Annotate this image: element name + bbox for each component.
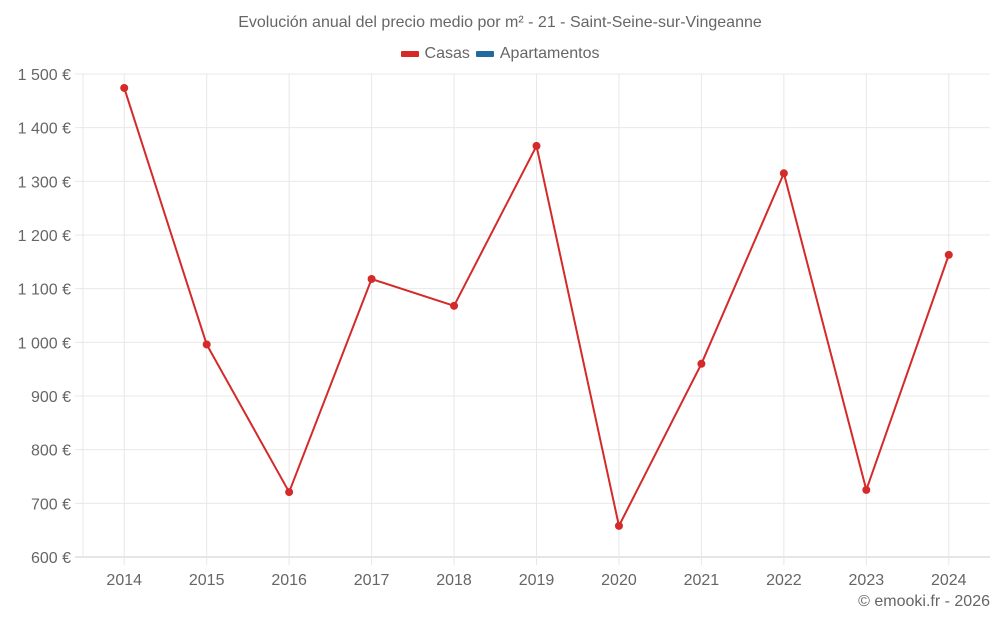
y-tick-label: 1 200 €: [18, 228, 71, 245]
x-tick-label: 2015: [189, 572, 225, 589]
credit-text: © emooki.fr - 2026: [858, 593, 990, 610]
y-tick-label: 600 €: [31, 550, 71, 567]
x-tick-label: 2021: [684, 572, 720, 589]
legend-label-apartamentos: Apartamentos: [499, 45, 600, 62]
x-tick-label: 2018: [436, 572, 472, 589]
legend-item-casas[interactable]: Casas: [400, 45, 470, 63]
legend-swatch-apartamentos: [475, 51, 494, 57]
y-tick-label: 1 500 €: [18, 67, 71, 84]
data-point[interactable]: [614, 521, 623, 530]
x-tick-label: 2017: [354, 572, 390, 589]
data-point[interactable]: [862, 485, 871, 494]
chart-title: Evolución anual del precio medio por m² …: [238, 14, 762, 31]
y-tick-label: 1 300 €: [18, 174, 71, 191]
x-tick-label: 2014: [106, 572, 142, 589]
chart-legend: Casas Apartamentos: [0, 45, 1000, 63]
data-point[interactable]: [202, 340, 211, 349]
y-tick-label: 1 400 €: [18, 121, 71, 138]
grid: [75, 73, 990, 565]
data-point[interactable]: [120, 83, 129, 92]
x-tick-label: 2023: [849, 572, 885, 589]
y-tick-label: 800 €: [31, 443, 71, 460]
data-point[interactable]: [697, 359, 706, 368]
data-point[interactable]: [285, 488, 294, 497]
data-point[interactable]: [532, 141, 541, 150]
x-tick-label: 2020: [601, 572, 637, 589]
legend-label-casas: Casas: [424, 45, 470, 62]
y-tick-label: 900 €: [31, 389, 71, 406]
x-tick-label: 2016: [271, 572, 307, 589]
y-tick-label: 1 100 €: [18, 282, 71, 299]
y-tick-label: 700 €: [31, 496, 71, 513]
data-point[interactable]: [944, 250, 953, 259]
legend-swatch-casas: [400, 51, 419, 57]
x-tick-label: 2019: [519, 572, 555, 589]
data-point[interactable]: [779, 169, 788, 178]
legend-item-apartamentos[interactable]: Apartamentos: [475, 45, 600, 63]
x-tick-label: 2024: [931, 572, 967, 589]
y-tick-label: 1 000 €: [18, 335, 71, 352]
x-tick-label: 2022: [766, 572, 802, 589]
data-point[interactable]: [450, 301, 459, 310]
data-point[interactable]: [367, 275, 376, 284]
